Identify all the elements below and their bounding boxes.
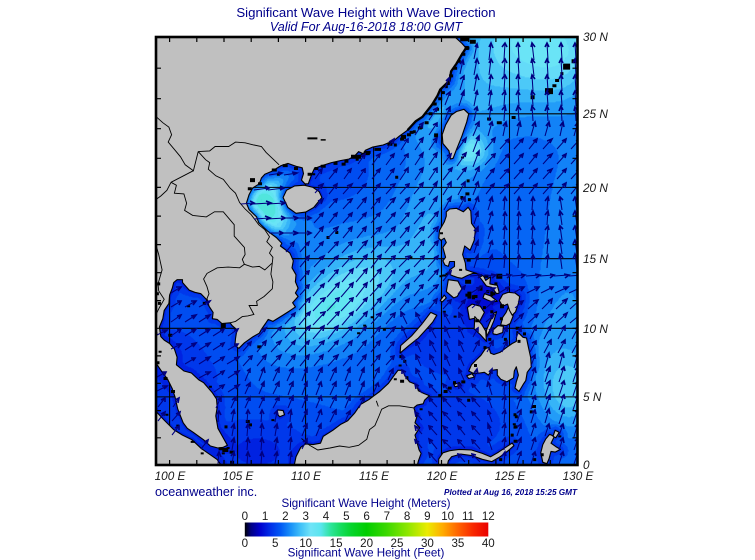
svg-text:10: 10 (441, 510, 454, 523)
svg-text:25: 25 (391, 537, 404, 550)
svg-text:Significant Wave Height (Meter: Significant Wave Height (Meters) (281, 497, 450, 510)
svg-text:115 E: 115 E (359, 469, 389, 483)
svg-text:8: 8 (404, 510, 410, 523)
svg-text:15: 15 (330, 537, 343, 550)
svg-text:120 E: 120 E (427, 469, 458, 483)
svg-text:125 E: 125 E (495, 469, 526, 483)
svg-text:2: 2 (282, 510, 288, 523)
svg-text:oceanweather inc.: oceanweather inc. (155, 485, 257, 499)
svg-text:20 N: 20 N (582, 181, 608, 195)
svg-text:1: 1 (262, 510, 268, 523)
svg-text:130 E: 130 E (563, 469, 594, 483)
svg-text:110 E: 110 E (291, 469, 321, 483)
svg-text:9: 9 (424, 510, 430, 523)
svg-text:30: 30 (421, 537, 434, 550)
svg-text:20: 20 (360, 537, 373, 550)
svg-text:12: 12 (482, 510, 495, 523)
svg-text:25 N: 25 N (582, 107, 608, 121)
svg-text:35: 35 (451, 537, 464, 550)
svg-text:10 N: 10 N (583, 322, 608, 336)
svg-text:Valid For Aug-16-2018 18:00 GM: Valid For Aug-16-2018 18:00 GMT (270, 20, 464, 34)
svg-text:40: 40 (482, 537, 495, 550)
svg-text:3: 3 (302, 510, 308, 523)
svg-text:0: 0 (242, 537, 248, 550)
svg-text:105 E: 105 E (223, 469, 254, 483)
svg-text:7: 7 (384, 510, 390, 523)
svg-text:15 N: 15 N (583, 252, 608, 266)
svg-text:30 N: 30 N (583, 30, 608, 44)
svg-text:6: 6 (363, 510, 369, 523)
svg-text:Significant Wave Height with W: Significant Wave Height with Wave Direct… (236, 5, 495, 20)
svg-text:5: 5 (272, 537, 278, 550)
svg-text:5 N: 5 N (583, 390, 602, 404)
svg-text:0: 0 (583, 458, 590, 472)
svg-text:5: 5 (343, 510, 349, 523)
svg-text:Significant Wave Height (Feet): Significant Wave Height (Feet) (288, 547, 445, 560)
svg-text:4: 4 (323, 510, 330, 523)
svg-text:0: 0 (242, 510, 248, 523)
svg-text:Plotted at Aug 16, 2018 15:25: Plotted at Aug 16, 2018 15:25 GMT (444, 488, 578, 497)
svg-text:11: 11 (462, 510, 474, 523)
svg-text:10: 10 (299, 537, 312, 550)
svg-text:100 E: 100 E (155, 469, 186, 483)
